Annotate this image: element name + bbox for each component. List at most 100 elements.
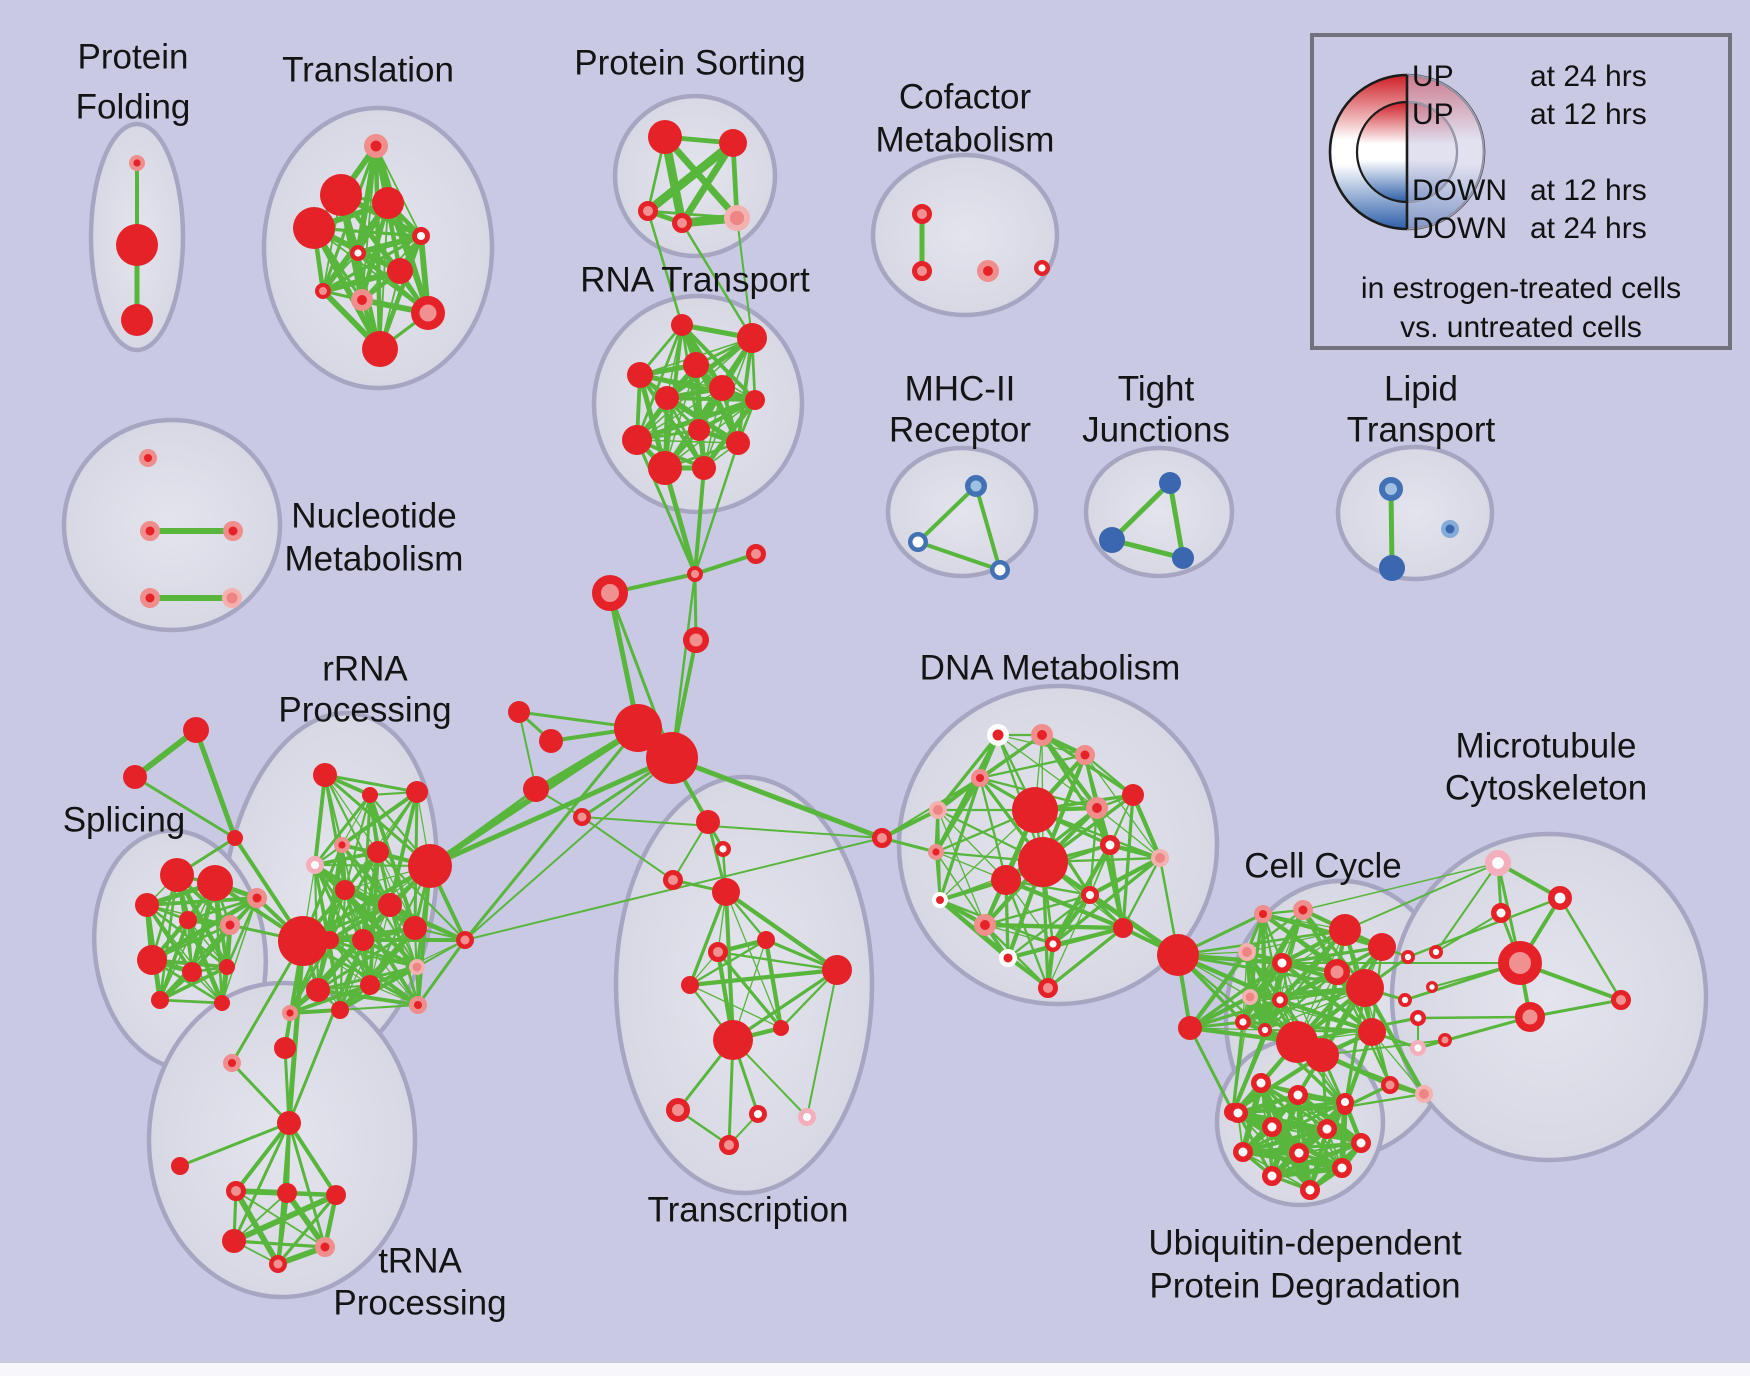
edge (377, 233, 424, 352)
node (1317, 1119, 1337, 1139)
node (1498, 941, 1542, 985)
node (1548, 885, 1573, 910)
node (1159, 472, 1181, 494)
node (745, 390, 765, 410)
edge (1260, 911, 1385, 950)
edge (518, 711, 537, 790)
edge (1176, 928, 1347, 957)
node (1324, 959, 1350, 985)
node (140, 588, 160, 608)
edge (1231, 1020, 1245, 1114)
edge (158, 998, 224, 1005)
edge (145, 903, 229, 969)
cluster-label-rna-transport: RNA Transport (580, 261, 810, 300)
edge (937, 809, 986, 926)
cluster-label-trna-processing: Processing (333, 1284, 506, 1323)
node (709, 375, 735, 401)
edge (637, 372, 758, 403)
edge (1040, 733, 1112, 847)
edge (635, 323, 684, 442)
edge (664, 335, 755, 401)
edge (661, 133, 741, 222)
node (1258, 1023, 1273, 1038)
legend-direction-label: DOWN (1412, 174, 1507, 207)
edge (313, 773, 327, 867)
edge (427, 755, 675, 869)
node (990, 560, 1010, 580)
node (1438, 1033, 1452, 1047)
edge (323, 773, 347, 892)
node (222, 588, 242, 608)
node (1484, 850, 1511, 877)
edge (643, 138, 738, 216)
node (1300, 1180, 1320, 1200)
edge (287, 1121, 338, 1197)
cluster-label-protein-folding: Folding (76, 88, 191, 127)
legend-row: UP at 24 hrs (1314, 60, 1728, 94)
node (908, 532, 928, 552)
edge (1235, 1092, 1301, 1116)
edge (669, 755, 885, 841)
edge (1006, 893, 1092, 960)
edge (133, 775, 237, 840)
node (1113, 918, 1133, 938)
cluster-label-dna-metabolism: DNA Metabolism (920, 649, 1181, 688)
node (683, 627, 709, 653)
edge (322, 252, 359, 292)
node (1172, 547, 1194, 569)
edge (1046, 926, 1125, 990)
node (362, 787, 378, 803)
node (1379, 555, 1405, 581)
node (1381, 1076, 1399, 1094)
edge (1416, 1015, 1532, 1050)
legend-direction-label: UP (1412, 60, 1454, 93)
edge (149, 895, 260, 963)
edge (230, 1061, 291, 1125)
edge (701, 397, 758, 471)
node (412, 227, 431, 246)
node (977, 259, 1000, 282)
cluster-label-cofactor-metabolism: Cofactor (899, 78, 1032, 117)
node (1262, 1166, 1282, 1186)
node (663, 870, 683, 890)
node (1272, 953, 1292, 973)
node (688, 419, 710, 441)
node (638, 201, 658, 221)
node (1415, 1085, 1434, 1104)
node (1358, 1018, 1386, 1046)
cluster-label-nucleotide-metabolism: Metabolism (285, 540, 464, 579)
edge (231, 1192, 339, 1244)
node (1289, 1143, 1309, 1163)
node (696, 810, 720, 834)
edge (693, 552, 758, 576)
edge (1003, 877, 1126, 931)
node (672, 213, 692, 233)
node (387, 258, 413, 284)
node (1031, 724, 1054, 747)
cluster-ellipse-tight-junctions (1083, 445, 1235, 579)
edge (287, 1121, 327, 1249)
node (773, 1020, 789, 1036)
edge (724, 890, 735, 1042)
node (151, 991, 169, 1009)
edge (687, 967, 840, 988)
edge (328, 938, 372, 987)
edge (1277, 997, 1375, 1035)
node (334, 837, 351, 854)
node (274, 1037, 296, 1059)
edge (1321, 1039, 1446, 1056)
node (1379, 477, 1403, 501)
edge (763, 937, 784, 1031)
node (970, 768, 989, 787)
legend-row: DOWN at 12 hrs (1314, 174, 1728, 208)
node (1233, 1142, 1253, 1162)
node (1515, 1002, 1545, 1032)
edge (1121, 856, 1162, 930)
edge (316, 988, 420, 1007)
legend-row: DOWN at 24 hrs (1314, 212, 1728, 246)
node (372, 187, 404, 219)
legend-time-label: at 24 hrs (1530, 60, 1647, 93)
edge (288, 983, 372, 1015)
cluster-label-cell-cycle: Cell Cycle (1244, 847, 1402, 886)
edge (1245, 908, 1305, 954)
